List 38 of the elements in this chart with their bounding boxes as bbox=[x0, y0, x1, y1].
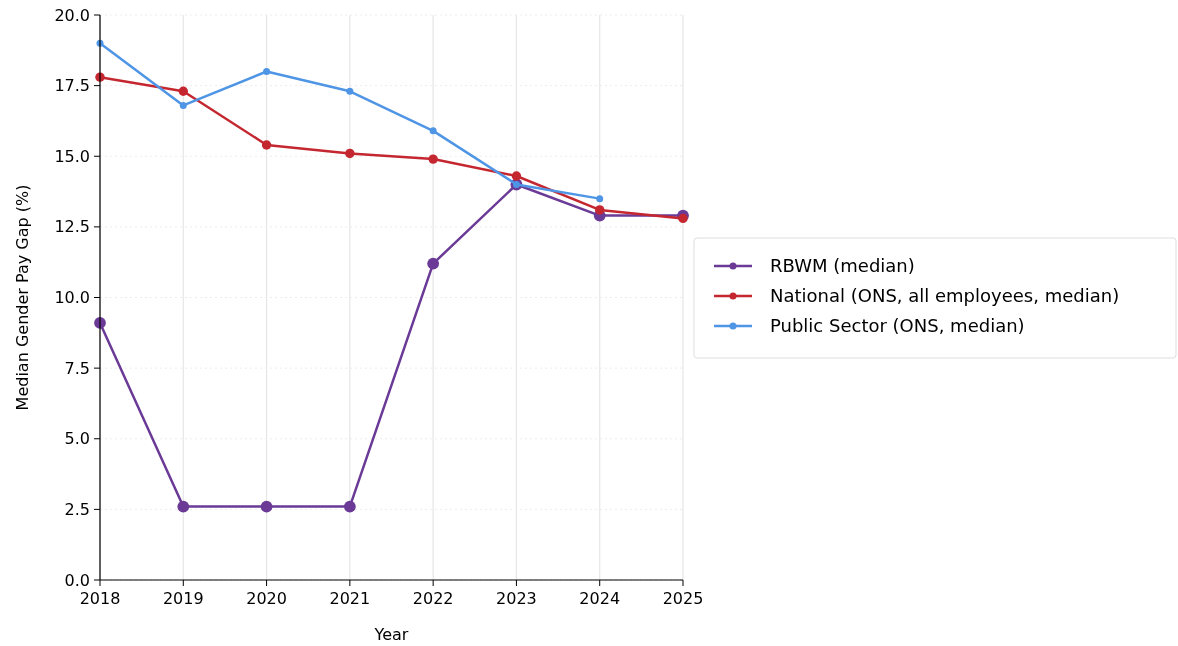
x-tick-label: 2023 bbox=[496, 589, 537, 608]
point bbox=[678, 213, 688, 224]
point bbox=[596, 195, 604, 203]
x-tick-label: 2022 bbox=[412, 589, 454, 608]
point bbox=[595, 205, 605, 215]
x-axis-title: Year bbox=[373, 625, 409, 644]
point bbox=[346, 87, 354, 95]
y-tick-label: 12.5 bbox=[54, 217, 90, 237]
y-tick-label: 2.5 bbox=[64, 499, 90, 519]
y-tick-label: 10.0 bbox=[54, 288, 90, 308]
point bbox=[427, 257, 440, 270]
y-tick-label: 20.0 bbox=[54, 5, 90, 25]
point bbox=[261, 140, 272, 150]
point bbox=[179, 101, 187, 109]
x-tick-label: 2020 bbox=[246, 589, 287, 608]
legend-label: Public Sector (ONS, median) bbox=[770, 315, 1025, 337]
point bbox=[345, 148, 355, 159]
point bbox=[428, 154, 438, 164]
y-tick-label: 15.0 bbox=[54, 146, 90, 166]
x-tick-label: 2021 bbox=[329, 589, 371, 608]
point bbox=[260, 500, 273, 513]
point bbox=[263, 68, 271, 75]
legend-label: RBWM (median) bbox=[770, 255, 915, 277]
legend-label: National (ONS, all employees, median) bbox=[770, 285, 1120, 307]
point bbox=[343, 500, 356, 513]
y-tick-label: 17.5 bbox=[54, 76, 90, 96]
y-tick-label: 5.0 bbox=[64, 429, 90, 449]
y-tick-label: 0.0 bbox=[64, 570, 90, 590]
point bbox=[177, 500, 190, 513]
x-tick-label: 2024 bbox=[579, 589, 621, 608]
point bbox=[429, 127, 437, 135]
y-axis-title: Median Gender Pay Gap (%) bbox=[13, 184, 32, 411]
point bbox=[178, 86, 188, 96]
y-tick-label: 7.5 bbox=[64, 358, 90, 378]
x-tick-label: 2018 bbox=[79, 589, 121, 608]
x-tick-label: 2019 bbox=[162, 589, 204, 608]
x-tick-label: 2025 bbox=[662, 589, 704, 608]
point bbox=[511, 171, 522, 181]
